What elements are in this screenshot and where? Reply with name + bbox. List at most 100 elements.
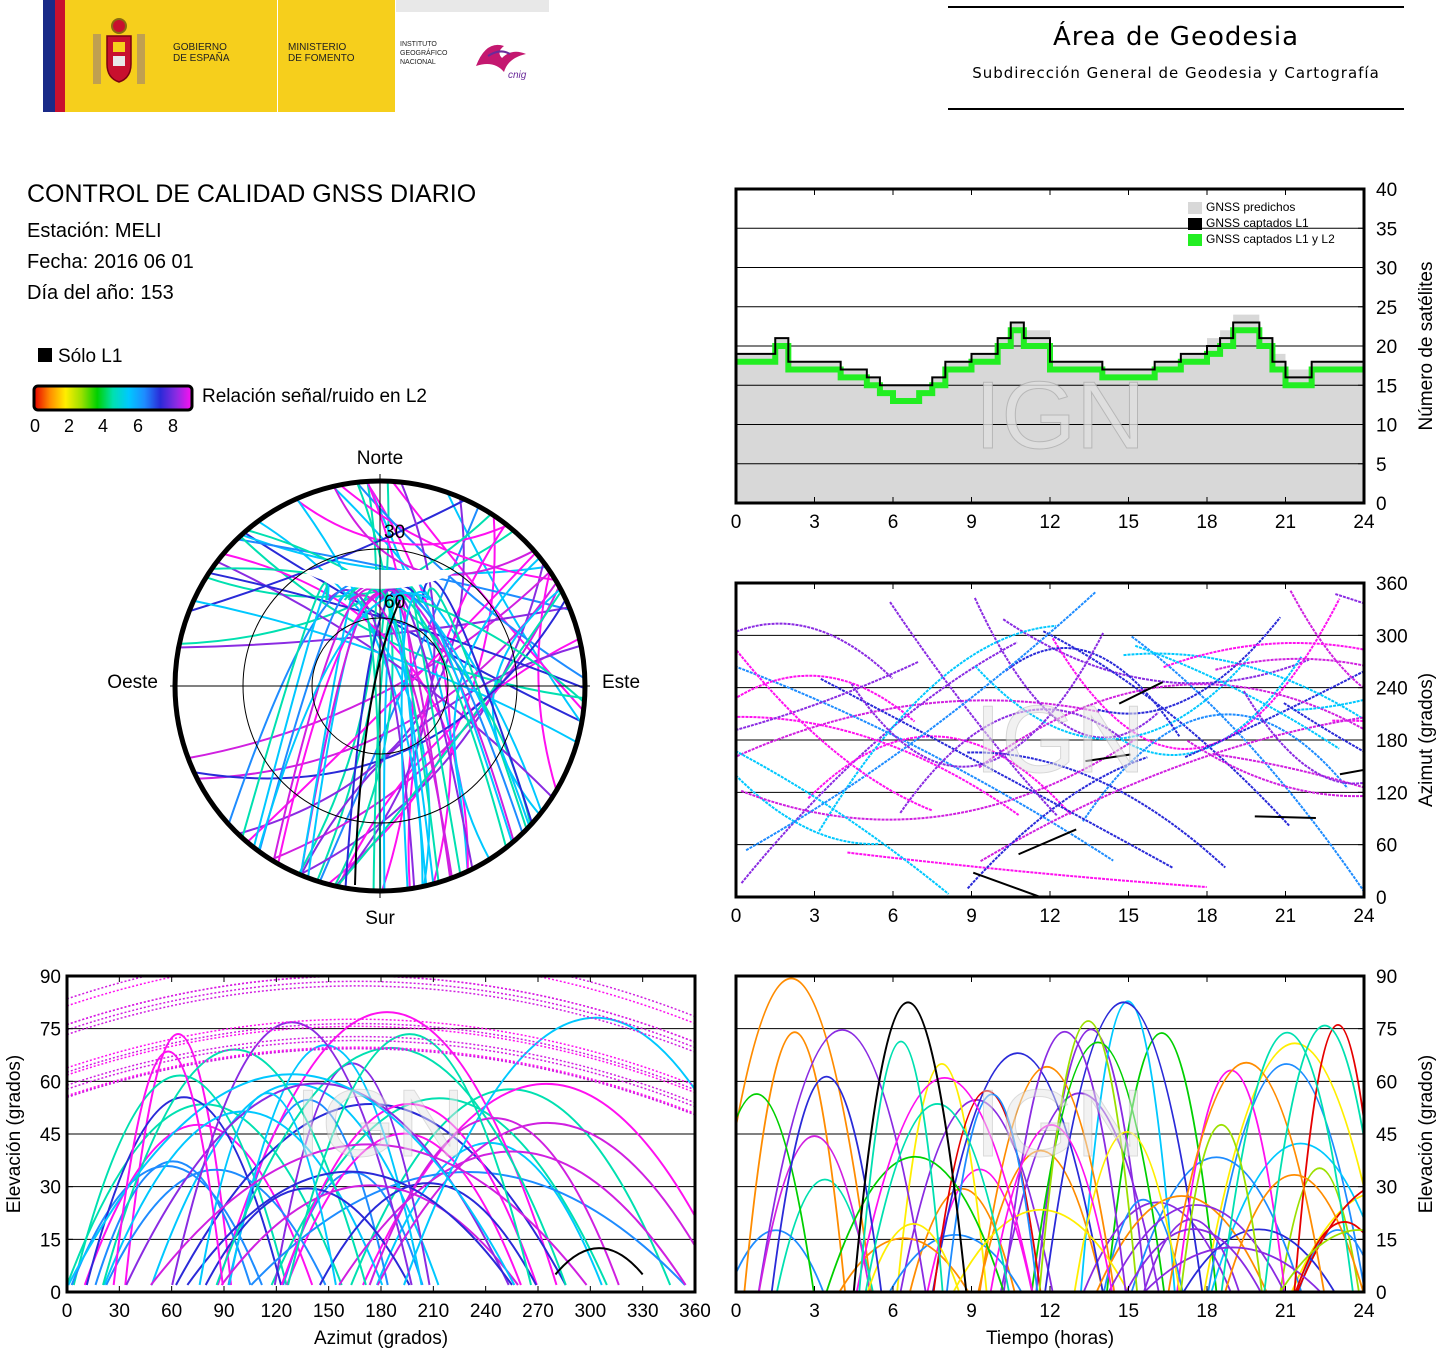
y-tick-label: 60 xyxy=(40,1072,61,1093)
skyplot-track xyxy=(407,523,507,889)
azimuth-track-l1 xyxy=(1085,753,1131,763)
elevation-time-track xyxy=(1279,1229,1364,1292)
inst-line3: NACIONAL xyxy=(400,59,436,66)
skyplot-track xyxy=(327,589,416,889)
elevation-time-track xyxy=(770,1076,883,1292)
x-tick-label: 6 xyxy=(888,906,899,927)
elevation-time-track xyxy=(1167,1061,1325,1292)
elevation-azimuth-track xyxy=(67,1025,695,1094)
skyplot-track xyxy=(226,582,328,889)
azimuth-track-l1 xyxy=(1254,815,1316,819)
elevation-time-track xyxy=(989,1124,1113,1292)
elevation-time-track-l1 xyxy=(852,1001,968,1292)
elevation-azimuth-track xyxy=(67,985,695,1053)
x-tick-label: 180 xyxy=(365,1301,397,1322)
azimuth-track xyxy=(978,683,1364,769)
elaz-ylabel: Elevación (grados) xyxy=(4,1055,25,1213)
x-tick-label: 90 xyxy=(213,1301,234,1322)
y-tick-label: 120 xyxy=(1376,783,1408,804)
y-tick-label: 5 xyxy=(1376,455,1387,476)
skyplot-track xyxy=(453,556,541,860)
azimuth-track xyxy=(740,641,1018,884)
x-tick-label: 360 xyxy=(679,1301,711,1322)
azimuth-track xyxy=(1242,690,1364,785)
azimuth-track xyxy=(1184,670,1364,759)
skyplot-track xyxy=(246,592,433,889)
elevation-time-track xyxy=(1296,1189,1364,1292)
x-tick-label: 9 xyxy=(966,1301,977,1322)
skyplot-track xyxy=(299,644,582,876)
y-tick-label: 180 xyxy=(1376,731,1408,752)
report-title: CONTROL DE CALIDAD GNSS DIARIO xyxy=(27,180,477,208)
elevation-azimuth-track xyxy=(70,1165,263,1286)
elevation-azimuth-track xyxy=(171,1021,413,1286)
inst-line2: GEOGRÁFICO xyxy=(400,50,448,57)
elevation-time-track xyxy=(896,1062,988,1292)
snr-tick-2: 2 xyxy=(64,416,75,436)
x-tick-label: 0 xyxy=(62,1301,73,1322)
x-tick-label: 9 xyxy=(966,906,977,927)
elevation-azimuth-track xyxy=(67,980,695,1049)
az-ylabel: Azimut (grados) xyxy=(1416,673,1437,807)
skyplot-track xyxy=(400,590,432,889)
cnig-word: cnig xyxy=(508,70,527,81)
x-tick-label: 210 xyxy=(417,1301,449,1322)
azimuth-track xyxy=(736,660,920,731)
elevation-azimuth-track xyxy=(216,1011,558,1286)
elevation-time-track xyxy=(1038,1020,1138,1292)
elevation-azimuth-track xyxy=(350,1088,672,1286)
elevation-time-track xyxy=(858,1040,944,1292)
elevation-azimuth-track-l1 xyxy=(554,1247,644,1276)
y-tick-label: 25 xyxy=(1376,298,1397,319)
elevation-time-track xyxy=(1207,1063,1364,1292)
legend-swatch-l1 xyxy=(1188,218,1202,230)
x-tick-label: 24 xyxy=(1353,512,1375,533)
elevation-azimuth-track xyxy=(67,976,695,1025)
skyplot-north: Norte xyxy=(357,448,403,469)
elevation-azimuth-track xyxy=(150,1082,440,1286)
elevation-azimuth-track xyxy=(186,1170,513,1286)
x-tick-label: 21 xyxy=(1275,1301,1296,1322)
x-tick-label: 60 xyxy=(161,1301,182,1322)
elevation-azimuth-track xyxy=(250,1171,686,1286)
y-tick-label: 0 xyxy=(1376,494,1387,515)
y-tick-label: 75 xyxy=(1376,1020,1397,1041)
x-tick-label: 240 xyxy=(470,1301,502,1322)
azimuth-track xyxy=(1002,618,1310,685)
azimuth-track xyxy=(736,715,1020,816)
azimuth-track xyxy=(1131,635,1364,894)
azimuth-track-l1 xyxy=(1118,681,1164,705)
azimuth-track xyxy=(736,665,1114,862)
elevation-time-track xyxy=(864,1103,1010,1292)
instituto-block: INSTITUTO GEOGRÁFICO NACIONAL cnig xyxy=(396,0,549,112)
elevation-time-track xyxy=(736,977,873,1292)
x-tick-label: 15 xyxy=(1118,906,1139,927)
elevation-azimuth-track xyxy=(105,1168,327,1286)
elevation-azimuth-chart: IGN 0 15 30 45 60 75 90 0 30 60 90 120 150 180 210 240 2… xyxy=(4,967,711,1349)
ministerio-block: MINISTERIO DE FOMENTO xyxy=(278,0,395,112)
solo-l1-label: Sólo L1 xyxy=(58,346,123,367)
skyplot-track xyxy=(241,584,330,889)
snr-tick-6: 6 xyxy=(133,416,144,436)
elt-xlabel: Tiempo (horas) xyxy=(986,1328,1114,1349)
area-banner: Área de Geodesia Subdirección General de… xyxy=(948,0,1404,112)
elevation-time-track xyxy=(757,1028,927,1292)
y-tick-label: 45 xyxy=(1376,1125,1397,1146)
skyplot-west: Oeste xyxy=(107,672,158,693)
legend-swatch-predicted xyxy=(1188,202,1202,214)
elevation-time-track xyxy=(1044,1001,1204,1292)
cnig-logo-icon: cnig xyxy=(476,44,527,81)
elevation-time-track xyxy=(1182,1228,1336,1292)
y-tick-label: 40 xyxy=(1376,180,1397,201)
elevation-azimuth-track xyxy=(124,1033,233,1286)
elevation-azimuth-track xyxy=(287,1033,532,1286)
snr-tick-4: 4 xyxy=(98,416,109,436)
series-l1 xyxy=(736,321,1364,387)
azimuth-track xyxy=(850,632,1105,768)
skyplot-track xyxy=(380,587,478,889)
y-tick-label: 300 xyxy=(1376,626,1408,647)
elevation-time-track xyxy=(825,1156,1005,1292)
skyplot-track xyxy=(537,570,558,791)
elevation-time-track xyxy=(743,1031,846,1292)
azimuth-track xyxy=(899,708,1122,814)
